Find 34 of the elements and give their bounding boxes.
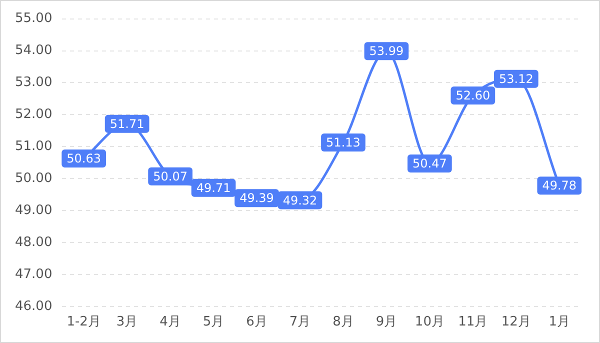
data-label: 53.99	[369, 44, 404, 58]
data-label: 49.71	[196, 180, 231, 195]
y-tick-label: 51.00	[15, 138, 52, 154]
x-tick-label: 7月	[289, 314, 311, 330]
x-tick-label: 4月	[160, 314, 181, 330]
y-tick-label: 52.00	[15, 107, 52, 122]
data-label: 49.39	[240, 191, 274, 206]
y-tick-label: 50.00	[15, 170, 52, 186]
data-label: 49.78	[542, 178, 577, 193]
x-tick-label: 12月	[501, 314, 531, 330]
x-tick-label: 6月	[246, 314, 268, 330]
x-tick-label: 9月	[376, 314, 398, 330]
x-tick-label: 8月	[332, 314, 354, 330]
data-label: 49.32	[282, 193, 318, 208]
x-tick-label: 11月	[458, 314, 488, 330]
x-tick-label: 3月	[116, 314, 138, 330]
y-tick-label: 49.00	[15, 202, 52, 218]
y-tick-label: 48.00	[15, 234, 52, 250]
data-label: 52.60	[456, 88, 490, 103]
y-tick-label: 47.00	[15, 266, 52, 282]
data-label: 51.13	[326, 136, 360, 150]
data-label: 50.47	[412, 156, 447, 171]
data-label: 51.71	[110, 117, 144, 132]
x-tick-label: 10月	[414, 314, 444, 330]
data-label: 50.63	[66, 152, 102, 166]
data-label: 53.12	[498, 72, 534, 86]
data-label: 50.07	[153, 169, 188, 184]
y-tick-label: 55.00	[15, 11, 52, 26]
y-tick-label: 46.00	[15, 298, 52, 314]
x-tick-label: 1-2月	[66, 314, 101, 330]
y-tick-label: 54.00	[15, 43, 52, 58]
x-tick-label: 1月	[548, 314, 570, 330]
x-tick-label: 5月	[202, 314, 224, 330]
y-tick-label: 53.00	[15, 75, 52, 90]
